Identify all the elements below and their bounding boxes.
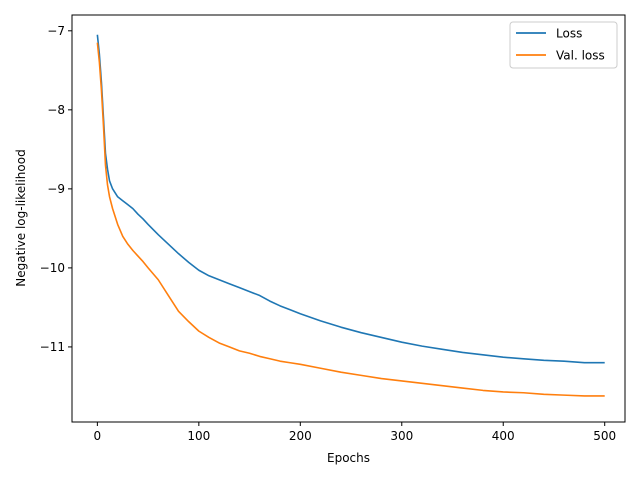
- series-layer: [96, 34, 605, 397]
- y-tick-label: −7: [47, 24, 65, 38]
- plot-frame: [71, 14, 626, 423]
- x-tick-label: 100: [187, 429, 210, 443]
- x-tick-label: 200: [289, 429, 312, 443]
- x-tick-label: 0: [94, 429, 102, 443]
- x-axis-label: Epochs: [327, 451, 370, 465]
- series-line-0: [96, 34, 605, 364]
- y-tick-label: −8: [47, 103, 65, 117]
- plot-area: [72, 15, 625, 422]
- y-tick-label: −10: [40, 261, 65, 275]
- x-tick-label: 300: [390, 429, 413, 443]
- series-line-1: [96, 42, 605, 397]
- y-tick-label: −11: [40, 340, 65, 354]
- legend: Loss Val. loss: [509, 21, 618, 69]
- x-axis: 0 100 200 300 400 500: [94, 422, 616, 443]
- legend-label-val-loss: Val. loss: [556, 49, 605, 63]
- legend-label-loss: Loss: [556, 27, 582, 41]
- x-tick-label: 500: [593, 429, 616, 443]
- x-tick-label: 400: [492, 429, 515, 443]
- y-tick-label: −9: [47, 182, 65, 196]
- y-axis-label: Negative log-likelihood: [14, 149, 28, 286]
- y-axis: −7 −8 −9 −10 −11: [40, 24, 72, 354]
